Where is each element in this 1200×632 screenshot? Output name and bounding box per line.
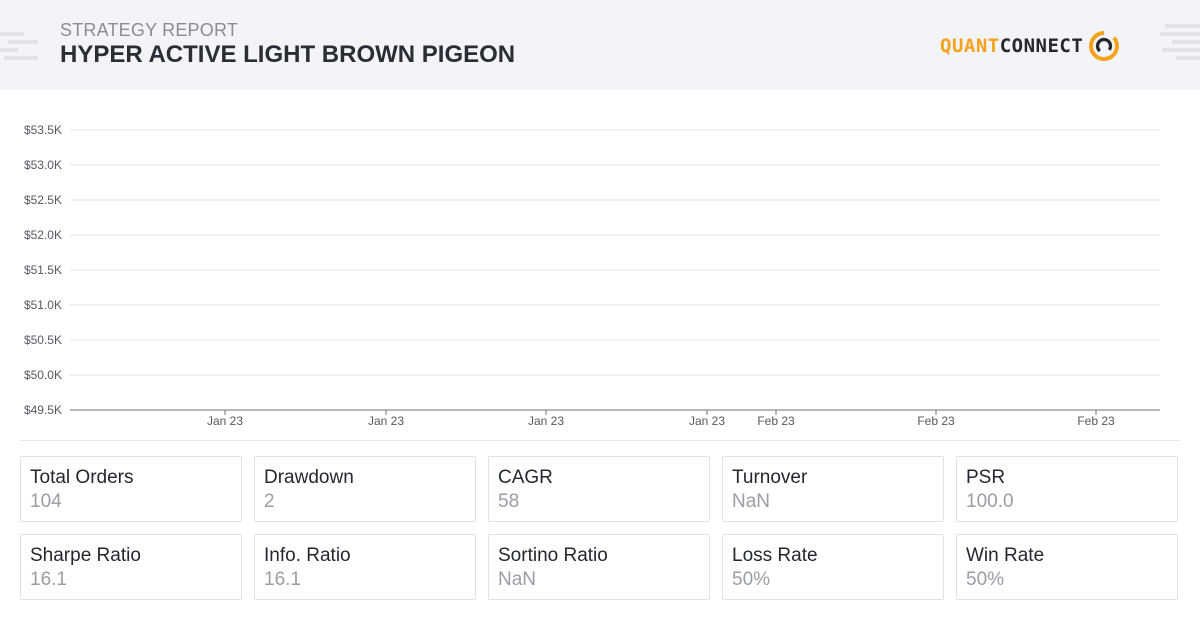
stat-card: Sharpe Ratio 16.1 [20, 534, 242, 600]
y-tick-label: $50.0K [24, 368, 62, 382]
y-tick-label: $49.5K [24, 403, 62, 417]
stat-value: 58 [498, 491, 520, 512]
stat-card: Info. Ratio 16.1 [254, 534, 476, 600]
stat-card: PSR 100.0 [956, 456, 1178, 522]
y-tick-label: $53.0K [24, 158, 62, 172]
header-decoration [1165, 24, 1200, 28]
y-tick-label: $51.5K [24, 263, 62, 277]
stat-label: Info. Ratio [264, 545, 351, 566]
stat-card: Loss Rate 50% [722, 534, 944, 600]
header-decoration [4, 56, 38, 60]
stat-value: 104 [30, 491, 62, 512]
header-decoration [1162, 48, 1200, 52]
header-decoration [1160, 32, 1200, 36]
strategy-title: HYPER ACTIVE LIGHT BROWN PIGEON [60, 41, 516, 68]
report-header: STRATEGY REPORT HYPER ACTIVE LIGHT BROWN… [0, 0, 1200, 90]
stat-label: Win Rate [966, 545, 1045, 566]
x-tick-label: Jan 23 [689, 414, 725, 428]
stat-value: 16.1 [30, 569, 67, 590]
section-divider [20, 440, 1180, 441]
stat-card: Total Orders 104 [20, 456, 242, 522]
header-decoration [1172, 40, 1200, 44]
header-decoration [1176, 56, 1200, 60]
report-subtitle: STRATEGY REPORT [60, 20, 239, 40]
equity-chart: $53.5K $53.0K $52.5K $52.0K $51.5K $51.0K $50.… [0, 100, 1200, 440]
quantconnect-logo: QUANT CONNECT [940, 28, 1121, 64]
stat-value: 16.1 [264, 569, 301, 590]
equity-chart-svg: $53.5K $53.0K $52.5K $52.0K $51.5K $51.0K $50.… [24, 123, 1160, 428]
x-tick-label: Feb 23 [757, 414, 795, 428]
stat-card: Drawdown 2 [254, 456, 476, 522]
stat-label: Sharpe Ratio [30, 545, 141, 566]
quantconnect-logo-icon [1089, 31, 1120, 61]
x-tick-label: Feb 23 [1077, 414, 1115, 428]
stat-value: 100.0 [966, 491, 1014, 512]
stat-card: Win Rate 50% [956, 534, 1178, 600]
y-tick-label: $50.5K [24, 333, 62, 347]
stat-value: 50% [732, 569, 771, 590]
x-tick-label: Jan 23 [528, 414, 564, 428]
stat-label: Drawdown [264, 467, 354, 488]
stat-value: NaN [498, 569, 537, 590]
stat-label: PSR [966, 467, 1006, 488]
y-tick-label: $52.0K [24, 228, 62, 242]
stat-value: 50% [966, 569, 1005, 590]
y-tick-label: $53.5K [24, 123, 62, 137]
stat-card: CAGR 58 [488, 456, 710, 522]
header-decoration [0, 32, 24, 36]
logo-text-quant: QUANT [940, 35, 1000, 57]
stat-label: CAGR [498, 467, 553, 488]
x-tick-label: Feb 23 [917, 414, 955, 428]
stat-card: Turnover NaN [722, 456, 944, 522]
x-tick-label: Jan 23 [207, 414, 243, 428]
stat-value: 2 [264, 491, 275, 512]
y-tick-label: $51.0K [24, 298, 62, 312]
stat-label: Turnover [732, 467, 808, 488]
stat-value: NaN [732, 491, 771, 512]
stat-label: Loss Rate [732, 545, 818, 566]
stat-label: Sortino Ratio [498, 545, 608, 566]
stat-card: Sortino Ratio NaN [488, 534, 710, 600]
header-decoration [8, 40, 38, 44]
stat-label: Total Orders [30, 467, 134, 488]
logo-text-connect: CONNECT [999, 35, 1084, 57]
y-tick-label: $52.5K [24, 193, 62, 207]
header-decoration [0, 48, 18, 52]
x-tick-label: Jan 23 [368, 414, 404, 428]
